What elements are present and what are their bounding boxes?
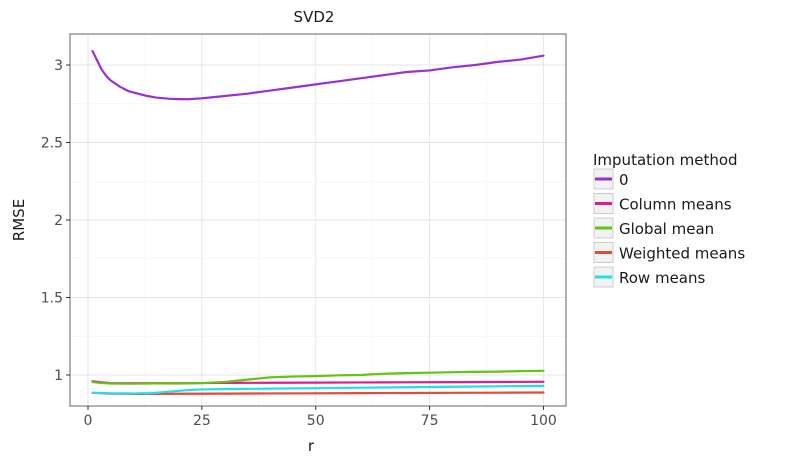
y-tick-label: 3 <box>54 58 63 74</box>
y-tick-label: 2.5 <box>41 136 63 152</box>
legend-label: Row means <box>619 269 706 287</box>
plot-panel <box>69 33 567 407</box>
y-axis: 1 1.5 2 2.5 3 <box>41 58 70 384</box>
legend-title: Imputation method <box>593 151 738 169</box>
legend-label: Weighted means <box>619 245 745 263</box>
x-tick-label: 50 <box>307 413 325 429</box>
legend-label: Global mean <box>619 220 714 238</box>
x-axis: 0 25 50 75 100 <box>84 406 557 429</box>
legend-label: Column means <box>619 196 732 214</box>
series-line <box>91 369 545 385</box>
series-line <box>91 384 545 395</box>
legend-label: 0 <box>619 171 629 189</box>
y-tick-label: 1 <box>54 368 63 384</box>
x-tick-label: 25 <box>193 413 211 429</box>
series-lines <box>91 49 545 396</box>
x-tick-label: 0 <box>84 413 93 429</box>
x-tick-label: 75 <box>421 413 439 429</box>
x-axis-title: r <box>308 437 315 455</box>
y-tick-label: 1.5 <box>41 291 63 307</box>
y-tick-label: 2 <box>54 213 63 229</box>
legend-items: 0 Column means Global mean Weighted means Ro… <box>593 168 745 288</box>
x-tick-label: 100 <box>530 413 557 429</box>
legend: Imputation method 0 Column means Global me… <box>593 151 745 288</box>
series-line <box>91 49 545 101</box>
y-axis-title: RMSE <box>10 199 28 241</box>
chart-title: SVD2 <box>294 8 335 26</box>
